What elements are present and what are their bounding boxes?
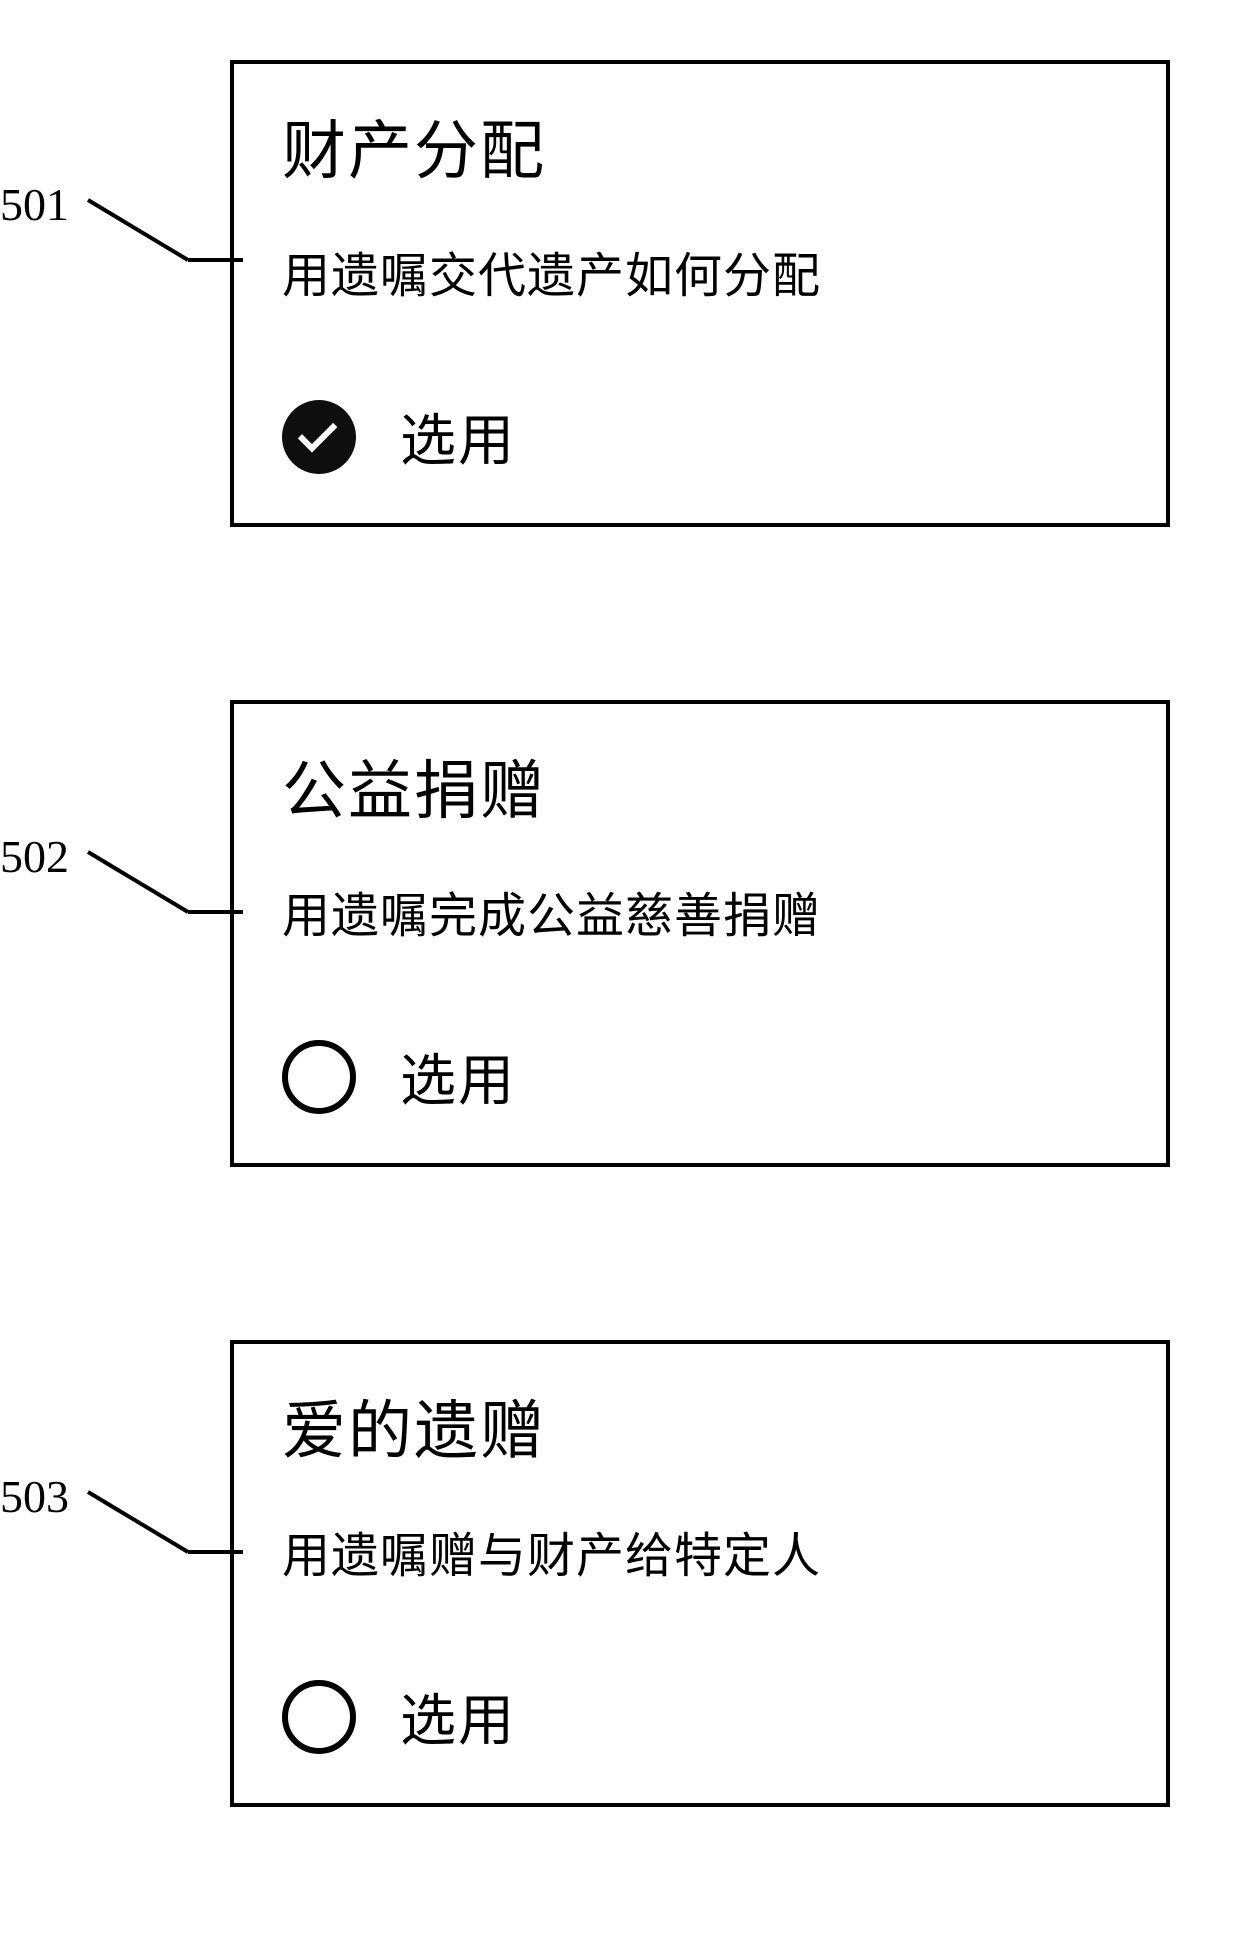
leader-line	[88, 1492, 248, 1562]
select-label: 选用	[400, 396, 516, 477]
callout: 503	[0, 1340, 230, 1820]
select-row[interactable]: 选用	[282, 1676, 1126, 1757]
option-card-charity: 公益捐赠 用遗嘱完成公益慈善捐赠 选用	[230, 700, 1170, 1167]
card-desc: 用遗嘱赠与财产给特定人	[282, 1516, 1126, 1586]
radio-checked-icon[interactable]	[282, 400, 356, 474]
select-row[interactable]: 选用	[282, 396, 1126, 477]
card-desc: 用遗嘱完成公益慈善捐赠	[282, 876, 1126, 946]
card-title: 公益捐赠	[282, 740, 1126, 832]
option-card-property: 财产分配 用遗嘱交代遗产如何分配 选用	[230, 60, 1170, 527]
radio-unchecked-icon[interactable]	[282, 1680, 356, 1754]
select-row[interactable]: 选用	[282, 1036, 1126, 1117]
select-label: 选用	[400, 1036, 516, 1117]
callout-id: 501	[0, 178, 69, 231]
leader-line	[88, 200, 248, 270]
radio-unchecked-icon[interactable]	[282, 1040, 356, 1114]
option-row: 501 财产分配 用遗嘱交代遗产如何分配 选用	[0, 60, 1240, 540]
option-row: 503 爱的遗赠 用遗嘱赠与财产给特定人 选用	[0, 1340, 1240, 1820]
option-card-bequest: 爱的遗赠 用遗嘱赠与财产给特定人 选用	[230, 1340, 1170, 1807]
option-row: 502 公益捐赠 用遗嘱完成公益慈善捐赠 选用	[0, 700, 1240, 1180]
callout: 501	[0, 60, 230, 540]
callout-id: 502	[0, 830, 69, 883]
card-desc: 用遗嘱交代遗产如何分配	[282, 236, 1126, 306]
checkmark-icon	[298, 412, 338, 452]
card-title: 爱的遗赠	[282, 1380, 1126, 1472]
card-title: 财产分配	[282, 100, 1126, 192]
leader-line	[88, 852, 248, 922]
callout: 502	[0, 700, 230, 1180]
callout-id: 503	[0, 1470, 69, 1523]
select-label: 选用	[400, 1676, 516, 1757]
